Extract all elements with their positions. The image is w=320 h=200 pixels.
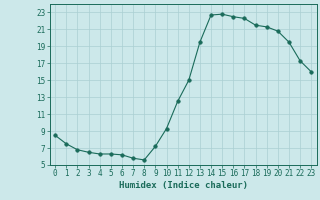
X-axis label: Humidex (Indice chaleur): Humidex (Indice chaleur) (119, 181, 248, 190)
